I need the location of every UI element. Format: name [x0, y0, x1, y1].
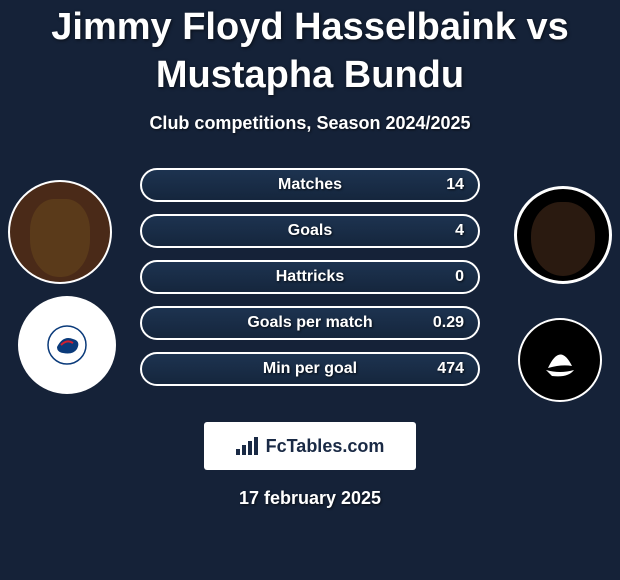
date-text: 17 february 2025 [0, 488, 620, 509]
stat-row: Matches 14 [140, 168, 480, 202]
club-right-badge [518, 318, 602, 402]
stat-label: Matches [278, 176, 342, 194]
page-title: Jimmy Floyd Hasselbaink vs Mustapha Bund… [0, 0, 620, 99]
club-left-badge [18, 296, 116, 394]
stat-label: Hattricks [276, 268, 344, 286]
season-subtitle: Club competitions, Season 2024/2025 [0, 113, 620, 134]
brand-box: FcTables.com [204, 422, 416, 470]
stat-row: Hattricks 0 [140, 260, 480, 294]
stat-row: Min per goal 474 [140, 352, 480, 386]
player-right-silhouette [531, 202, 595, 276]
stat-value-right: 0.29 [433, 314, 464, 332]
stat-rows: Matches 14 Goals 4 Hattricks 0 Goals per… [140, 168, 480, 398]
stat-row: Goals 4 [140, 214, 480, 248]
stat-label: Min per goal [263, 360, 357, 378]
stat-value-right: 474 [437, 360, 464, 378]
stat-label: Goals [288, 222, 332, 240]
player-left-avatar [8, 180, 112, 284]
player-left-silhouette [30, 199, 90, 277]
stat-value-right: 14 [446, 176, 464, 194]
ship-icon [538, 338, 582, 382]
stat-row: Goals per match 0.29 [140, 306, 480, 340]
player-right-avatar [514, 186, 612, 284]
brand-text: FcTables.com [266, 436, 385, 457]
bluebird-icon [47, 325, 87, 365]
stat-label: Goals per match [247, 314, 372, 332]
stat-value-right: 4 [455, 222, 464, 240]
stat-value-right: 0 [455, 268, 464, 286]
comparison-area: Matches 14 Goals 4 Hattricks 0 Goals per… [0, 162, 620, 412]
bar-chart-icon [236, 437, 258, 455]
